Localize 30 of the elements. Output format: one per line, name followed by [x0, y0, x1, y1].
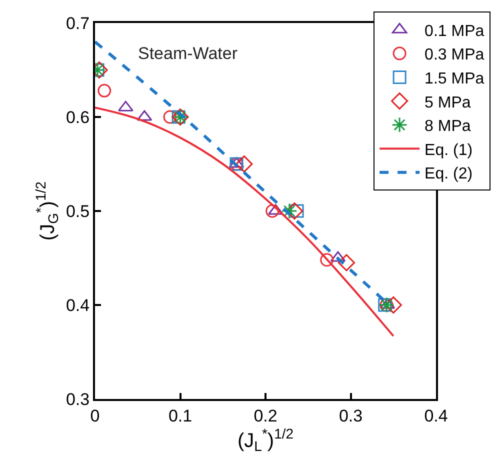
- legend-label: Eq. (2): [424, 166, 473, 183]
- annotation: Steam-Water: [138, 44, 238, 63]
- point: [236, 155, 253, 173]
- y-tick-label: 0.6: [66, 108, 90, 127]
- legend-label: 0.1 MPa: [424, 22, 484, 40]
- legend-label: 1.5 MPa: [424, 70, 484, 88]
- line-series: [95, 106, 394, 338]
- point: [268, 204, 284, 215]
- x-axis-title: (J$_{L}$$^{*}$)$^{1/2}$: [237, 425, 294, 454]
- point: [163, 110, 177, 124]
- x-tick-label: 0.2: [254, 406, 278, 426]
- y-tick-label: 0.3: [66, 390, 90, 409]
- point: [286, 202, 304, 220]
- point: [320, 253, 334, 267]
- y-tick-label: 0.7: [66, 14, 90, 33]
- point: [281, 203, 298, 219]
- x-tick-label: 0.3: [338, 406, 363, 426]
- legend-label: Eq. (1): [424, 142, 473, 159]
- x-tick-label: 0.1: [168, 406, 192, 426]
- x-tick-label: 0.4: [424, 406, 448, 426]
- y-tick-label: 0.4: [66, 296, 90, 315]
- legend-label: 5 MPa: [424, 94, 471, 112]
- point: [338, 254, 356, 272]
- legend-label: 0.3 MPa: [424, 46, 484, 64]
- point: [98, 84, 112, 98]
- y-tick-label: 0.5: [66, 202, 90, 221]
- x-tick-label: 0: [90, 406, 100, 426]
- point: [118, 100, 134, 112]
- point: [266, 204, 280, 218]
- legend-label: 8 MPa: [424, 118, 471, 136]
